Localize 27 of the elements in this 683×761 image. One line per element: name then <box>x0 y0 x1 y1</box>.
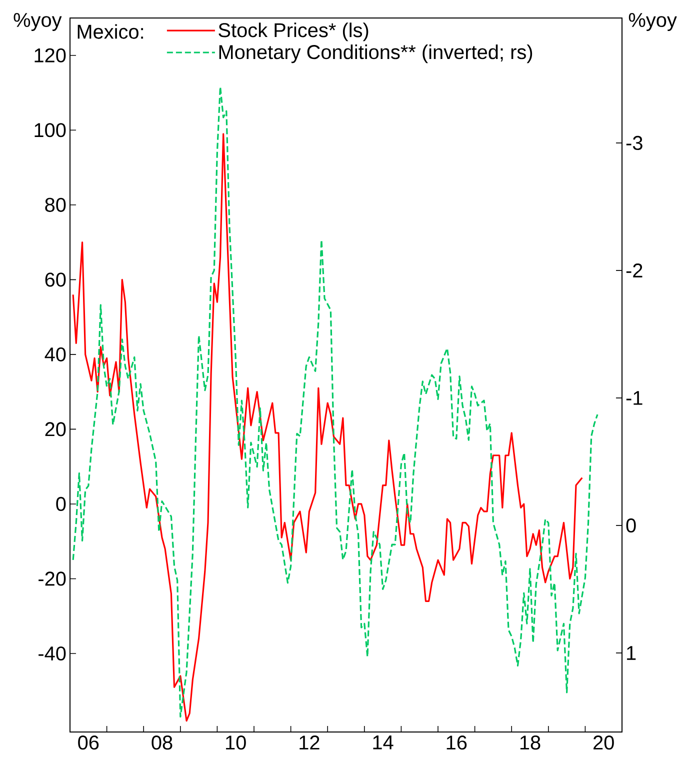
y-tick-label: 20 <box>45 422 66 436</box>
legend-label: Stock Prices* (ls) <box>218 22 368 42</box>
y2-tick-label: 1 <box>627 646 636 660</box>
y-tick-label: 40 <box>44 347 66 362</box>
x-tick-label: 14 <box>373 736 394 750</box>
y-axis-title: %yoy <box>14 13 62 31</box>
y2-tick-label: -1 <box>626 391 642 405</box>
y-tick-label: -20 <box>38 572 66 586</box>
legend-label: Monetary Conditions** (inverted; rs) <box>219 44 532 64</box>
y2-tick-label: -2 <box>626 264 642 278</box>
y-tick-label: -40 <box>38 646 66 661</box>
y-tick-label: 80 <box>45 198 66 212</box>
x-tick-label: 08 <box>152 736 172 750</box>
x-tick-label: 20 <box>594 736 614 750</box>
y-tick-label: 100 <box>34 123 66 138</box>
y2-axis-title: %yoy <box>628 13 677 31</box>
x-tick-label: 10 <box>226 736 246 750</box>
y-tick-label: 0 <box>56 496 66 512</box>
y-tick-label: 120 <box>34 48 66 62</box>
y-tick-label: 60 <box>45 272 66 287</box>
x-tick-label: 18 <box>520 736 540 750</box>
y2-tick-label: 0 <box>626 518 636 533</box>
chart-title: Mexico: <box>78 24 144 39</box>
y2-tick-label: -3 <box>626 136 642 150</box>
x-tick-label: 16 <box>446 736 467 750</box>
x-tick-label: 06 <box>78 736 99 750</box>
x-tick-label: 12 <box>300 736 320 750</box>
